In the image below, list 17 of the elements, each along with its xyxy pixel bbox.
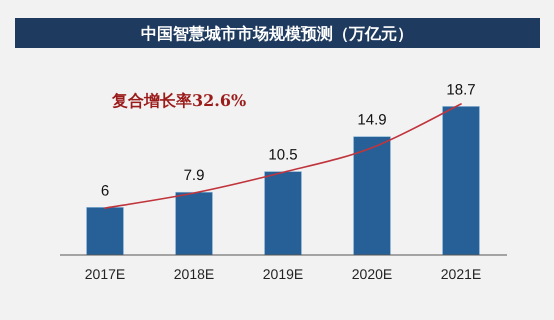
x-tick-label: 2020E (352, 266, 392, 282)
chart-title: 中国智慧城市市场规模预测（万亿元） (141, 24, 413, 43)
bar (442, 106, 480, 256)
bar (175, 192, 213, 256)
data-label: 10.5 (268, 146, 298, 164)
bar (353, 136, 391, 256)
data-label: 14.9 (357, 112, 387, 129)
data-label: 7.9 (184, 167, 204, 184)
x-tick-label: 2018E (174, 266, 214, 282)
data-label: 6 (100, 182, 110, 200)
bar (86, 207, 124, 256)
annotation: 复合增长率32.6% (111, 91, 246, 110)
x-tick-label: 2019E (262, 266, 304, 282)
bar (264, 171, 302, 256)
x-tick-label: 2017E (84, 266, 126, 282)
x-tick-label: 2021E (440, 266, 482, 282)
data-label: 18.7 (446, 81, 476, 98)
